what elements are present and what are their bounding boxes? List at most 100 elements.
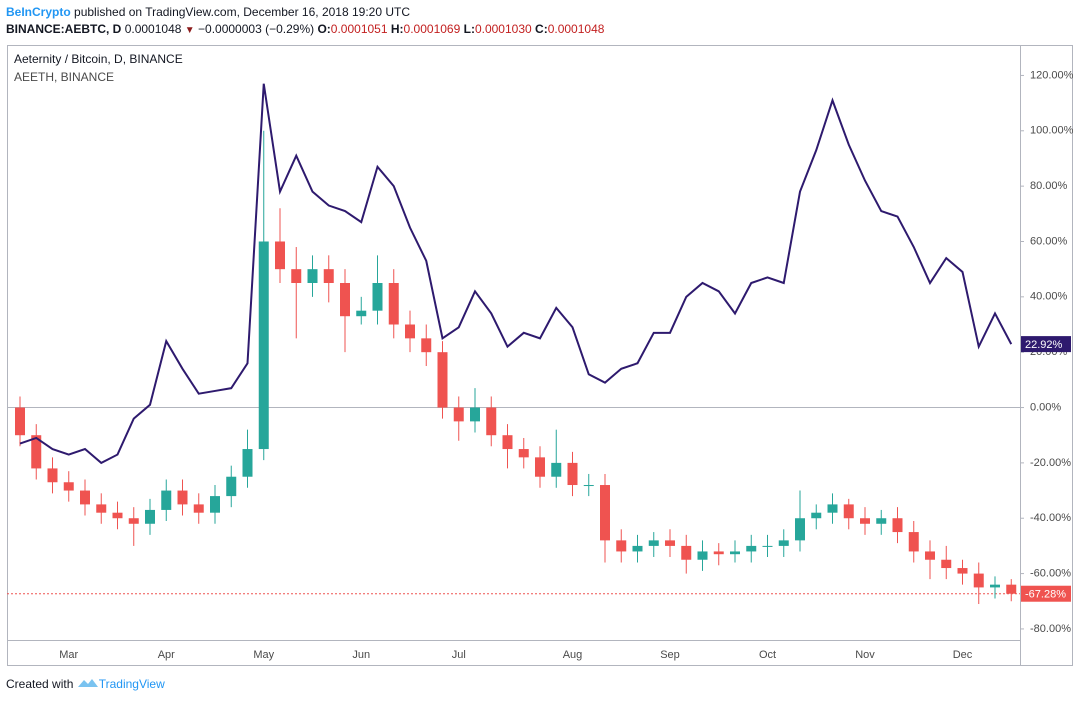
y-tick-label: 0.00% <box>1030 401 1061 413</box>
candle-body <box>453 407 464 422</box>
x-tick-label: Dec <box>953 649 973 661</box>
candle-body <box>421 338 432 353</box>
candle-body <box>291 269 302 283</box>
candle-body <box>778 540 789 546</box>
ohlc-value: 0.0001069 <box>403 22 461 36</box>
candle-body <box>323 269 334 283</box>
y-tick-label: 80.00% <box>1030 180 1068 192</box>
candle-body <box>697 551 708 560</box>
footer-text: Created with <box>6 677 74 691</box>
ohlc-key: C: <box>535 22 548 36</box>
y-tick-label: 120.00% <box>1030 69 1074 81</box>
candle-body <box>925 551 935 560</box>
candle-body <box>112 512 123 519</box>
candle-body <box>518 449 529 458</box>
legend-main: Aeternity / Bitcoin, D, BINANCE <box>14 52 183 66</box>
x-tick-label: May <box>253 649 274 661</box>
x-tick-label: Jul <box>452 649 466 661</box>
ohlc-value: 0.0001048 <box>547 22 605 36</box>
candle-body <box>843 504 854 519</box>
y-tick-label: -80.00% <box>1030 623 1071 635</box>
candle-body <box>827 504 838 513</box>
publisher[interactable]: BeInCrypto <box>6 5 71 19</box>
candle-body <box>177 490 188 505</box>
ohlc-key: L: <box>463 22 475 36</box>
candle-body <box>957 568 968 574</box>
candle-body <box>47 468 58 483</box>
candle-body <box>145 509 155 524</box>
published-info: published on TradingView.com, December 1… <box>74 5 410 19</box>
last-value-box <box>1021 585 1071 602</box>
ohlc-key: O: <box>317 22 331 36</box>
candle-body <box>258 241 269 450</box>
y-tick-label: -20.00% <box>1030 457 1071 469</box>
footer: Created with TradingView <box>6 677 165 691</box>
candle-body <box>990 584 1000 588</box>
candle-body <box>502 435 513 450</box>
footer-brand[interactable]: TradingView <box>98 677 165 691</box>
change: −0.0000003 (−0.29%) <box>198 22 315 36</box>
price: 0.0001048 <box>124 22 182 36</box>
candle-body <box>908 532 919 552</box>
y-tick-label: 100.00% <box>1030 125 1074 137</box>
candle-body <box>632 545 643 552</box>
candle-body <box>616 540 627 552</box>
ohlc: O:0.0001051 H:0.0001069 L:0.0001030 C:0.… <box>317 22 604 36</box>
candle-body <box>811 512 822 519</box>
ohlc-value: 0.0001051 <box>330 22 388 36</box>
x-tick-label: Nov <box>855 649 875 661</box>
candle-body <box>161 490 172 510</box>
x-tick-label: Jun <box>352 649 370 661</box>
candle-body <box>567 462 578 486</box>
y-tick-label: 40.00% <box>1030 291 1068 303</box>
candle-body <box>437 352 448 408</box>
candle-body <box>746 545 757 552</box>
candle-body <box>405 324 415 339</box>
y-tick-label: -40.00% <box>1030 512 1071 524</box>
candle-body <box>340 283 350 317</box>
candle-body <box>80 490 90 505</box>
candle-body <box>31 435 42 469</box>
candle-body <box>242 449 253 477</box>
candle-body <box>762 545 773 547</box>
x-tick-label: Oct <box>759 649 776 661</box>
candle-body <box>876 518 887 524</box>
candle-body <box>128 518 139 524</box>
ohlc-value: 0.0001030 <box>474 22 532 36</box>
x-tick-label: Apr <box>158 649 175 661</box>
x-tick-label: Aug <box>563 649 583 661</box>
last-value-label: 22.92% <box>1025 339 1063 351</box>
chart-frame <box>7 45 1073 666</box>
candle-body <box>713 551 724 555</box>
candle-body <box>388 283 399 325</box>
candle-body <box>600 485 610 541</box>
candle-body <box>583 485 594 487</box>
line <box>19 83 1013 465</box>
down-arrow: ▼ <box>184 25 195 36</box>
last-value-label: -67.28% <box>1025 589 1066 601</box>
x-tick-label: Sep <box>660 649 680 661</box>
candle-body <box>486 407 497 436</box>
symbol-line: BINANCE:AEBTC, D 0.0001048 ▼ −0.0000003 … <box>6 22 604 36</box>
y-tick-label: 60.00% <box>1030 235 1068 247</box>
candle-body <box>1006 584 1017 594</box>
candle-body <box>535 457 545 477</box>
candle-body <box>63 482 74 491</box>
last-value-box <box>1021 336 1071 353</box>
candle-body <box>860 518 870 524</box>
candle-body <box>307 269 318 283</box>
ohlc-key: H: <box>390 22 404 36</box>
x-tick-label: Mar <box>59 649 78 661</box>
candle-body <box>275 241 285 270</box>
candle-body <box>356 310 367 317</box>
candle-body <box>226 476 237 497</box>
candle-body <box>648 540 659 546</box>
candle-body <box>795 518 805 541</box>
candle-body <box>470 407 480 422</box>
candle-body <box>372 283 383 311</box>
legend-compare: AEETH, BINANCE <box>14 70 114 84</box>
candle-body <box>193 504 204 513</box>
candle-body <box>665 540 675 546</box>
